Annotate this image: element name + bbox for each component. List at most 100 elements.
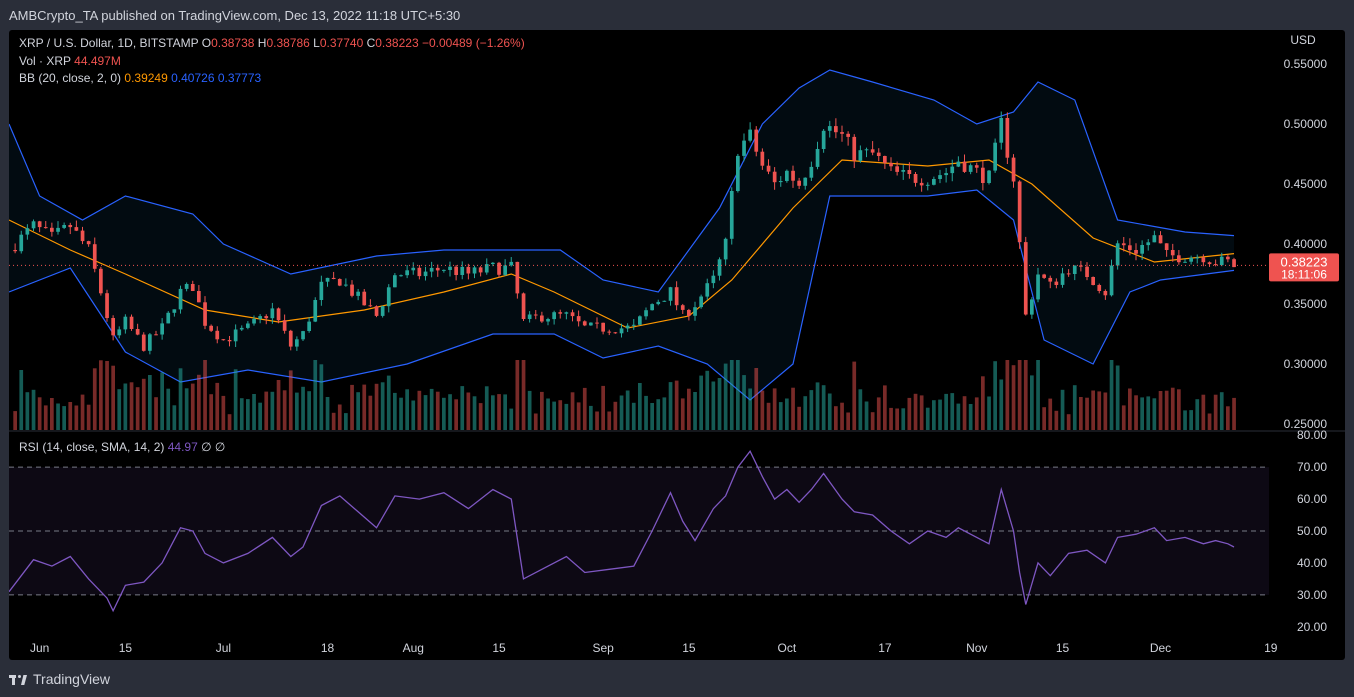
chart-svg[interactable]: 0.55000 0.50000 0.45000 0.40000 0.35000 0.300… [9, 30, 1345, 660]
candle [380, 306, 385, 316]
candle [448, 266, 452, 270]
volume-bar [938, 399, 942, 430]
candle [576, 316, 581, 322]
candle [1121, 243, 1126, 246]
candle [1164, 243, 1169, 250]
candle [319, 281, 324, 300]
volume-bar [252, 394, 256, 430]
volume-bar [589, 405, 593, 430]
candle [209, 325, 213, 331]
volume-bar [919, 395, 924, 430]
candle [62, 225, 66, 228]
volume-bar [619, 395, 624, 430]
volume-bar [582, 387, 587, 430]
candle [141, 334, 146, 351]
candle [533, 314, 538, 316]
volume-bar [1170, 387, 1175, 430]
volume-bar [393, 392, 397, 430]
volume-bar [466, 392, 471, 430]
candle [687, 310, 691, 316]
candle [748, 129, 752, 141]
publisher-text: AMBCrypto_TA published on TradingView.co… [9, 8, 461, 23]
candle [950, 166, 955, 174]
volume-bar [270, 391, 275, 430]
volume-bar [895, 408, 899, 430]
candle [129, 316, 134, 329]
candle [1017, 181, 1022, 243]
candle [154, 334, 158, 336]
volume-bar [135, 387, 140, 430]
volume-bar [533, 413, 538, 430]
time-axis-tick-label: Dec [1150, 641, 1171, 655]
candle [1201, 257, 1206, 263]
candle [362, 291, 367, 306]
candle [717, 259, 722, 276]
candle [1146, 242, 1151, 246]
volume-bar [1097, 391, 1102, 430]
chart-frame[interactable]: 0.55000 0.50000 0.45000 0.40000 0.35000 0.300… [9, 30, 1345, 660]
candle [521, 293, 526, 319]
volume-bar [1183, 410, 1187, 430]
candle [754, 129, 759, 152]
volume-bar [62, 406, 66, 430]
candle [276, 308, 281, 321]
candle [650, 304, 654, 311]
volume-bar [852, 361, 857, 430]
volume-bar [331, 412, 336, 430]
candle [460, 266, 465, 275]
candle [582, 321, 587, 326]
candle [680, 305, 685, 310]
volume-bar [141, 378, 146, 430]
currency-label: USD [1290, 33, 1316, 47]
volume-bar [129, 382, 134, 430]
price-axis-tick-label: 0.30000 [1284, 357, 1328, 371]
candle [527, 314, 532, 319]
candle [478, 267, 483, 273]
volume-bar [509, 408, 514, 430]
volume-bar [729, 360, 734, 430]
volume-bar [1226, 406, 1230, 430]
candle [1103, 291, 1108, 296]
volume-bar [625, 390, 630, 430]
volume-bar [705, 370, 710, 430]
volume-bar [1030, 375, 1034, 430]
candle [295, 339, 299, 347]
price-axis-tick-label: 0.45000 [1284, 177, 1328, 191]
volume-bar [1207, 413, 1212, 430]
candle [968, 165, 973, 172]
volume-bar [31, 389, 36, 430]
candle [19, 234, 24, 252]
candle [509, 261, 514, 266]
volume-bar [111, 365, 115, 430]
candle [619, 328, 624, 334]
candle [172, 309, 177, 313]
volume-bar [148, 375, 152, 430]
volume-bar [350, 384, 354, 430]
volume-bar [227, 414, 232, 430]
volume-bar [1036, 360, 1040, 430]
candle [337, 279, 342, 286]
candle [705, 283, 710, 297]
time-axis-tick-label: Nov [966, 641, 987, 655]
candle [1079, 265, 1083, 267]
price-axis-tick-label: 0.25000 [1284, 417, 1328, 431]
volume-bar [374, 383, 379, 430]
candle [344, 284, 348, 286]
volume-bar [246, 399, 250, 430]
volume-bar [239, 398, 244, 430]
volume-bar [282, 390, 287, 430]
candle [25, 228, 30, 235]
volume-bar [172, 405, 177, 430]
volume-bar [1054, 410, 1059, 430]
volume-bar [13, 411, 17, 430]
candle [56, 227, 60, 232]
volume-bar [1152, 398, 1157, 430]
rsi-axis-tick-label: 70.00 [1297, 460, 1327, 474]
last-price-badge [1269, 253, 1339, 282]
candle [43, 227, 48, 229]
volume-bar [1158, 391, 1163, 430]
volume-bar [742, 375, 746, 430]
volume-bar [233, 369, 238, 430]
rsi-axis-tick-label: 80.00 [1297, 428, 1327, 442]
time-axis-tick-label: 18 [321, 641, 335, 655]
